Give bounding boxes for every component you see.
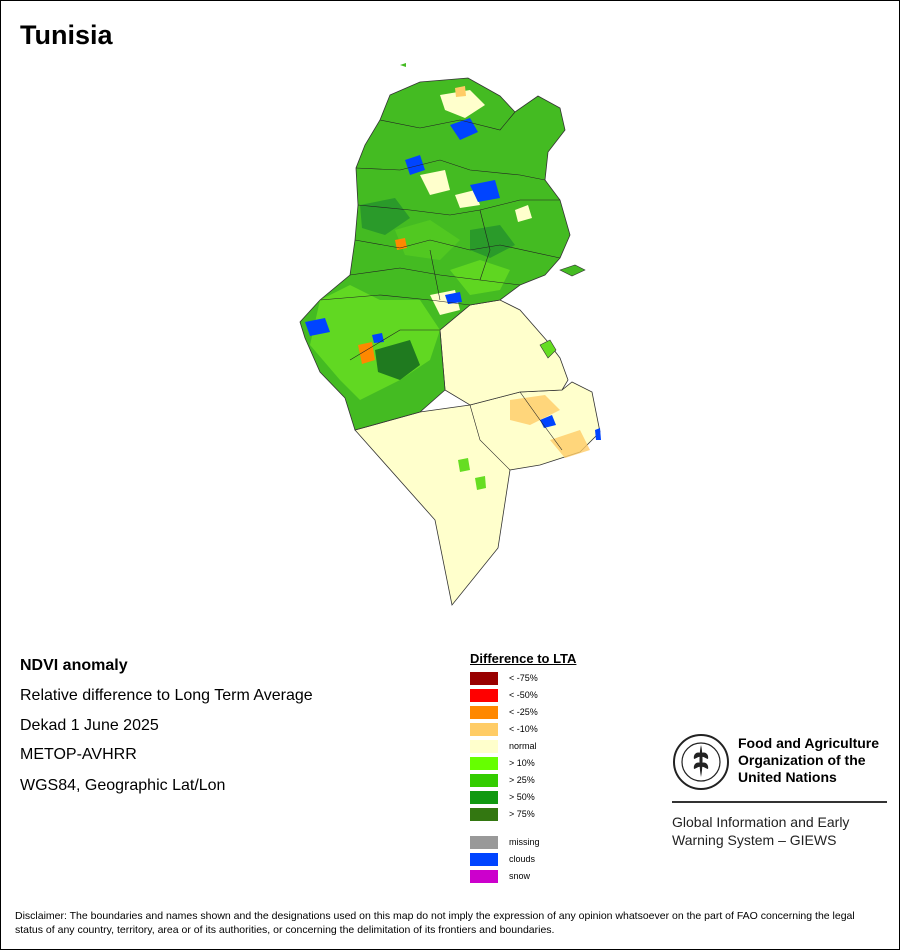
fao-divider [672,801,887,803]
kerkennah-islands [559,264,586,277]
legend-label: missing [509,837,540,847]
product-projection: WGS84, Geographic Lat/Lon [20,777,226,794]
product-title: NDVI anomaly [20,657,128,674]
legend-swatch [470,774,498,787]
legend-label: clouds [509,854,536,864]
legend-swatch [470,740,498,753]
legend-title: Difference to LTA [470,651,577,666]
legend-label: < -25% [509,707,538,717]
djerba-island [539,339,557,359]
legend-swatch [470,757,498,770]
legend-label: < -75% [509,673,538,683]
product-description: Relative difference to Long Term Average [20,687,313,704]
legend-swatch [470,689,498,702]
legend-swatch [470,836,498,849]
legend-swatch [470,853,498,866]
legend-swatch [470,706,498,719]
legend-label: < -50% [509,690,538,700]
giews-name: Global Information and Early Warning Sys… [672,814,850,848]
disclaimer: Disclaimer: The boundaries and names sho… [15,910,855,936]
legend-swatch [470,723,498,736]
map-title: Tunisia [20,20,113,50]
legend-swatch [470,791,498,804]
legend-label: > 75% [509,809,535,819]
product-sensor: METOP-AVHRR [20,746,137,763]
legend-label: < -10% [509,724,538,734]
fao-logo [673,734,729,790]
legend-label: > 25% [509,775,535,785]
legend-label: > 50% [509,792,535,802]
product-date: Dekad 1 June 2025 [20,717,159,734]
fao-organization-name: Food and Agriculture Organization of the… [738,735,880,785]
legend-label: > 10% [509,758,535,768]
legend-swatch [470,808,498,821]
legend-swatch [470,672,498,685]
legend-label: normal [509,741,537,751]
legend-swatch [470,870,498,883]
legend-label: snow [509,871,531,881]
